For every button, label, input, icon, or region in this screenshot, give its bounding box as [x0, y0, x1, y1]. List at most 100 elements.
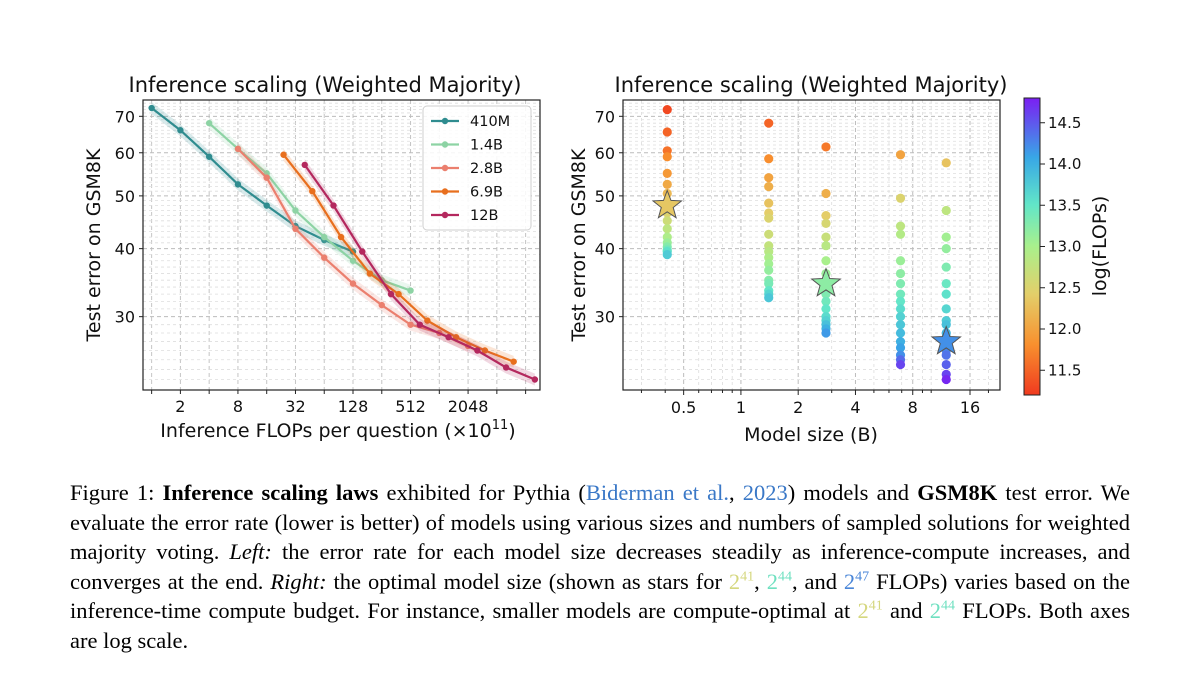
optimal-star — [810, 267, 842, 297]
scatter-point — [941, 262, 951, 272]
series-point-6.9B — [337, 233, 345, 241]
legend-marker-2.8B — [441, 164, 449, 172]
optimal-star — [930, 325, 962, 355]
series-point-12B — [416, 321, 424, 328]
scatter-point — [895, 256, 906, 266]
scatter-point — [764, 154, 774, 164]
series-point-12B — [531, 376, 539, 383]
series-point-410M — [234, 181, 242, 188]
legend-label-410M: 410M — [470, 114, 510, 130]
scatter-point — [821, 328, 831, 338]
scatter-point — [895, 328, 906, 338]
x-tick-label: 32 — [285, 397, 305, 416]
colorbar-tick-label: 13.0 — [1048, 238, 1081, 256]
left-chart-title: Inference scaling (Weighted Majority) — [129, 73, 522, 97]
left-ticks: 2 8 32 128 512 2048 30 40 50 60 70 — [115, 107, 527, 416]
series-point-2.8B — [349, 280, 357, 287]
scatter-point — [941, 320, 951, 330]
series-point-2.8B — [234, 145, 242, 153]
scatter-point — [895, 312, 906, 322]
power-2-47: 247 — [843, 568, 870, 594]
series-point-1.4B — [321, 233, 328, 241]
caption-right-label: Right: — [270, 568, 327, 594]
scatter-point — [941, 350, 951, 360]
legend-marker-6.9B — [441, 188, 449, 195]
caption-bold-gsm8k: GSM8K — [917, 480, 998, 505]
power-2-41: 241 — [728, 568, 755, 594]
scatter-point — [895, 150, 906, 160]
series-point-12B — [502, 364, 510, 371]
series-point-1.4B — [205, 119, 213, 127]
left-series — [148, 102, 539, 386]
scatter-point — [941, 205, 951, 216]
scatter-point — [821, 142, 831, 152]
series-point-6.9B — [309, 187, 316, 195]
series-point-12B — [301, 161, 308, 169]
series-point-6.9B — [424, 317, 431, 324]
left-y-axis-label: Test error on GSM8K — [83, 148, 105, 342]
series-point-1.4B — [292, 207, 299, 214]
scatter-point — [895, 289, 906, 299]
figure-charts: Inference scaling (Weighted Majority) 2 8… — [83, 73, 1111, 446]
scatter-point — [764, 198, 774, 208]
scatter-point — [662, 152, 672, 162]
caption-text: , and — [791, 568, 844, 594]
scatter-point — [941, 289, 951, 299]
right-y-axis-label: Test error on GSM8K — [568, 148, 590, 342]
power-2-44: 244 — [766, 568, 792, 594]
colorbar-ticks: 11.5 12.0 12.5 13.0 13.5 14.0 14.5 — [1040, 114, 1081, 379]
series-point-2.8B — [263, 174, 270, 181]
legend-marker-410M — [441, 117, 449, 125]
series-point-2.8B — [321, 254, 328, 261]
x-tick-label: 8 — [908, 398, 918, 417]
y-tick-label: 30 — [595, 308, 615, 327]
caption-text: test error. We evaluate the error rate (… — [70, 480, 1130, 564]
colorbar — [1023, 97, 1041, 396]
scatter-point — [662, 250, 672, 260]
left-chart: Inference scaling (Weighted Majority) 2 8… — [83, 73, 541, 442]
scatter-point — [764, 259, 774, 269]
colorbar-tick-label: 12.5 — [1048, 279, 1081, 297]
x-tick-label: 0.5 — [671, 398, 696, 417]
series-point-410M — [148, 104, 155, 112]
caption-text: and — [882, 598, 930, 623]
y-tick-label: 70 — [595, 107, 615, 126]
series-point-6.9B — [366, 270, 374, 277]
scatter-point — [662, 179, 672, 189]
scatter-point — [764, 182, 774, 192]
x-tick-label: 2048 — [448, 397, 489, 416]
right-grid — [623, 100, 1000, 390]
y-tick-label: 60 — [595, 144, 615, 163]
caption-log-word: log — [103, 627, 132, 653]
scatter-point — [895, 359, 906, 370]
scatter-point — [821, 256, 831, 266]
scatter-point — [821, 304, 831, 314]
scatter-point — [941, 359, 951, 370]
caption-text: scale. — [131, 627, 189, 653]
scatter-point — [895, 279, 906, 289]
caption-text: the error rate for each model size decre… — [70, 539, 1130, 594]
citation-year-link[interactable]: 2023 — [742, 480, 788, 505]
x-tick-label: 128 — [338, 397, 369, 416]
right-chart: Inference scaling (Weighted Majority) 0.… — [568, 73, 1111, 446]
y-tick-label: 50 — [595, 187, 615, 206]
citation-author-link[interactable]: Biderman et al. — [585, 480, 730, 505]
scatter-point — [941, 279, 951, 289]
scatter-point — [895, 193, 906, 203]
x-tick-label: 2 — [793, 398, 803, 417]
optimal-star — [651, 189, 683, 219]
figure-label: Figure 1: — [70, 480, 155, 505]
scatter-point — [764, 279, 774, 289]
y-tick-label: 60 — [115, 144, 135, 163]
right-chart-title: Inference scaling (Weighted Majority) — [615, 73, 1008, 97]
x-tick-label: 16 — [960, 398, 980, 417]
scatter-point — [821, 210, 831, 221]
x-tick-label: 8 — [233, 397, 243, 416]
caption-text: the optimal model size (shown as stars f… — [326, 568, 729, 594]
series-point-12B — [387, 290, 395, 298]
series-band-410M — [151, 102, 354, 258]
scatter-point — [895, 268, 906, 279]
scatter-point — [941, 158, 951, 168]
caption-left-label: Left: — [229, 539, 272, 564]
legend-label-1.4B: 1.4B — [470, 138, 503, 154]
